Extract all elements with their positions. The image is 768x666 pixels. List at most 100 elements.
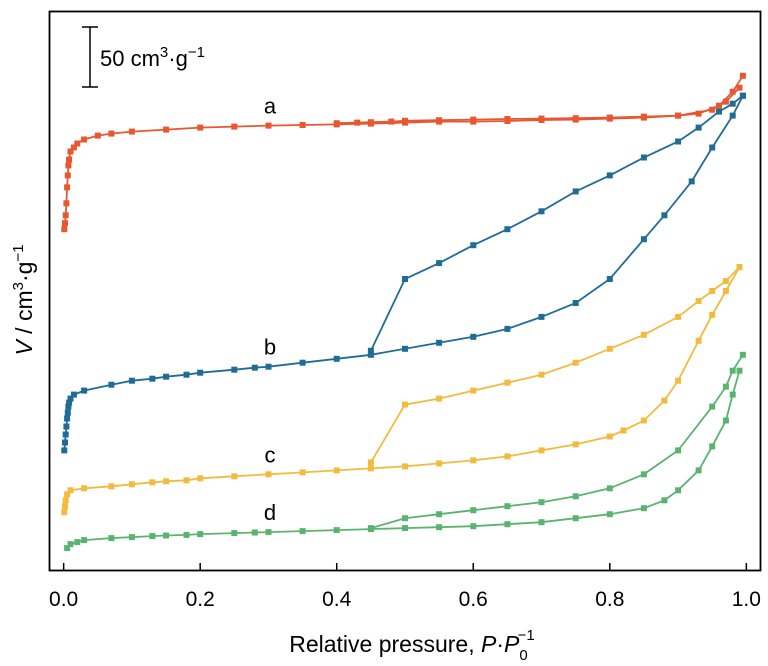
series-b xyxy=(61,92,746,454)
series-b-desorption-point xyxy=(640,154,647,161)
x-axis-title-var1: P xyxy=(481,631,497,657)
series-a-adsorption-point xyxy=(62,212,69,219)
series-d-adsorption-point xyxy=(108,535,115,542)
series-c-adsorption-point xyxy=(572,441,579,448)
series-b-adsorption-point xyxy=(149,375,156,382)
series-b-adsorption-point xyxy=(197,369,204,376)
series-c-adsorption-point xyxy=(504,453,511,460)
series-d-desorption-point xyxy=(402,515,408,522)
series-b-adsorption-line xyxy=(63,95,744,451)
series-a-adsorption-point xyxy=(94,132,101,139)
series-c-adsorption-point xyxy=(67,487,74,494)
series-d-adsorption-point xyxy=(74,539,81,546)
series-c-desorption-point xyxy=(675,313,682,320)
series-b-desorption-point xyxy=(606,172,613,179)
series-a-adsorption-point xyxy=(64,172,71,179)
series-b-adsorption-point xyxy=(688,178,695,185)
series-d-adsorption-point xyxy=(183,531,190,538)
x-axis-title: Relative pressure, P·P0−1 xyxy=(289,627,535,664)
series-c-desorption-point xyxy=(709,288,716,294)
series-a-desorption-point xyxy=(367,119,374,126)
series-a-adsorption-point xyxy=(64,184,71,191)
series-c-adsorption-point xyxy=(128,481,135,488)
series-d-adsorption-point xyxy=(470,523,477,530)
series-a-desorption-point xyxy=(695,110,702,117)
series-d-adsorption-point xyxy=(736,367,743,374)
series-d-desorption-point xyxy=(739,351,746,358)
series-b-desorption-point xyxy=(716,108,722,115)
series-c-adsorption-point xyxy=(470,457,477,464)
series-c-adsorption-point xyxy=(606,433,613,440)
series-b-adsorption-point xyxy=(62,439,68,446)
series-d-desorption-point xyxy=(572,493,579,500)
series-b-adsorption-point xyxy=(108,381,115,388)
x-tick-label: 0.0 xyxy=(49,588,78,611)
x-axis: 0.0 0.2 0.4 0.6 0.8 1.0 xyxy=(49,563,761,611)
series-a-adsorption-point xyxy=(74,140,81,147)
series-b-adsorption-point xyxy=(81,387,88,394)
series-c-adsorption-point xyxy=(197,475,204,482)
series-c-desorption-point xyxy=(504,379,511,386)
scale-bar-text: 50 cm xyxy=(100,46,160,71)
series-d-adsorption-point xyxy=(128,534,135,541)
series-a-adsorption-point xyxy=(299,122,306,128)
series-c-adsorption-point xyxy=(81,485,88,492)
series-d-adsorption-point xyxy=(265,529,272,536)
series-a-adsorption-point xyxy=(108,130,115,137)
series-a-desorption-point xyxy=(538,115,545,122)
plot-series xyxy=(61,72,746,552)
series-c-adsorption-point xyxy=(695,337,702,344)
scale-bar-sup2: −1 xyxy=(188,44,205,61)
series-d-adsorption-point xyxy=(504,521,511,528)
series-c-adsorption-line xyxy=(63,266,741,513)
series-c-adsorption-point xyxy=(265,471,272,478)
series-a-desorption-point xyxy=(572,115,579,122)
series-c-adsorption-point xyxy=(722,288,729,294)
series-d-adsorption-point xyxy=(231,530,238,537)
series-b-adsorption-point xyxy=(265,363,272,370)
series-c-adsorption-point xyxy=(538,447,545,454)
series-c-adsorption-point xyxy=(61,509,68,516)
series-c-adsorption-point xyxy=(436,460,443,467)
series-d-adsorption-point xyxy=(64,545,71,552)
series-b-adsorption-point xyxy=(128,377,135,384)
series-d-adsorption-point xyxy=(299,528,306,535)
series-c-adsorption-point xyxy=(62,497,69,504)
series-d-adsorption-point xyxy=(661,497,668,504)
series-d-adsorption-line xyxy=(66,370,741,549)
series-b-adsorption-point xyxy=(299,359,306,366)
series-a-desorption-point xyxy=(354,119,361,126)
series-d-adsorption-point xyxy=(402,525,408,532)
series-a-desorption-point xyxy=(402,117,408,124)
series-b-adsorption-point xyxy=(333,355,340,362)
series-d-adsorption-point xyxy=(436,524,443,531)
series-c-desorption-point xyxy=(722,278,729,284)
series-b-adsorption-point xyxy=(64,409,71,416)
series-b-desorption-point xyxy=(572,188,579,195)
x-axis-title-var2: P xyxy=(504,631,520,657)
series-c-adsorption-point xyxy=(675,377,682,384)
series-c-desorption-point xyxy=(572,359,579,366)
series-b-adsorption-point xyxy=(67,395,74,402)
series-d-desorption-point xyxy=(722,383,729,390)
series-b-adsorption-point xyxy=(606,276,613,282)
series-c-adsorption-point xyxy=(367,465,374,472)
series-c-adsorption-point xyxy=(183,477,190,484)
series-c-desorption-point xyxy=(367,459,374,466)
series-c-adsorption-point xyxy=(231,473,238,480)
y-axis-title-sup1: 3 xyxy=(10,282,27,290)
series-d-adsorption-point xyxy=(81,537,88,544)
series-d-desorption-point xyxy=(675,447,682,454)
series-a-adsorption-point xyxy=(265,122,272,129)
series-b-adsorption-point xyxy=(709,144,716,151)
series-a-adsorption-line xyxy=(63,87,741,230)
series-c-desorption-point xyxy=(538,371,545,378)
series-a-adsorption-point xyxy=(722,98,729,105)
series-c-desorption-point xyxy=(640,331,647,338)
series-b-adsorption-point xyxy=(62,431,69,438)
series-a-desorption-point xyxy=(640,113,647,120)
series-d-desorption-point xyxy=(367,525,374,532)
series-d-adsorption-point xyxy=(606,511,613,518)
scale-bar-dot: ·g xyxy=(168,46,188,71)
